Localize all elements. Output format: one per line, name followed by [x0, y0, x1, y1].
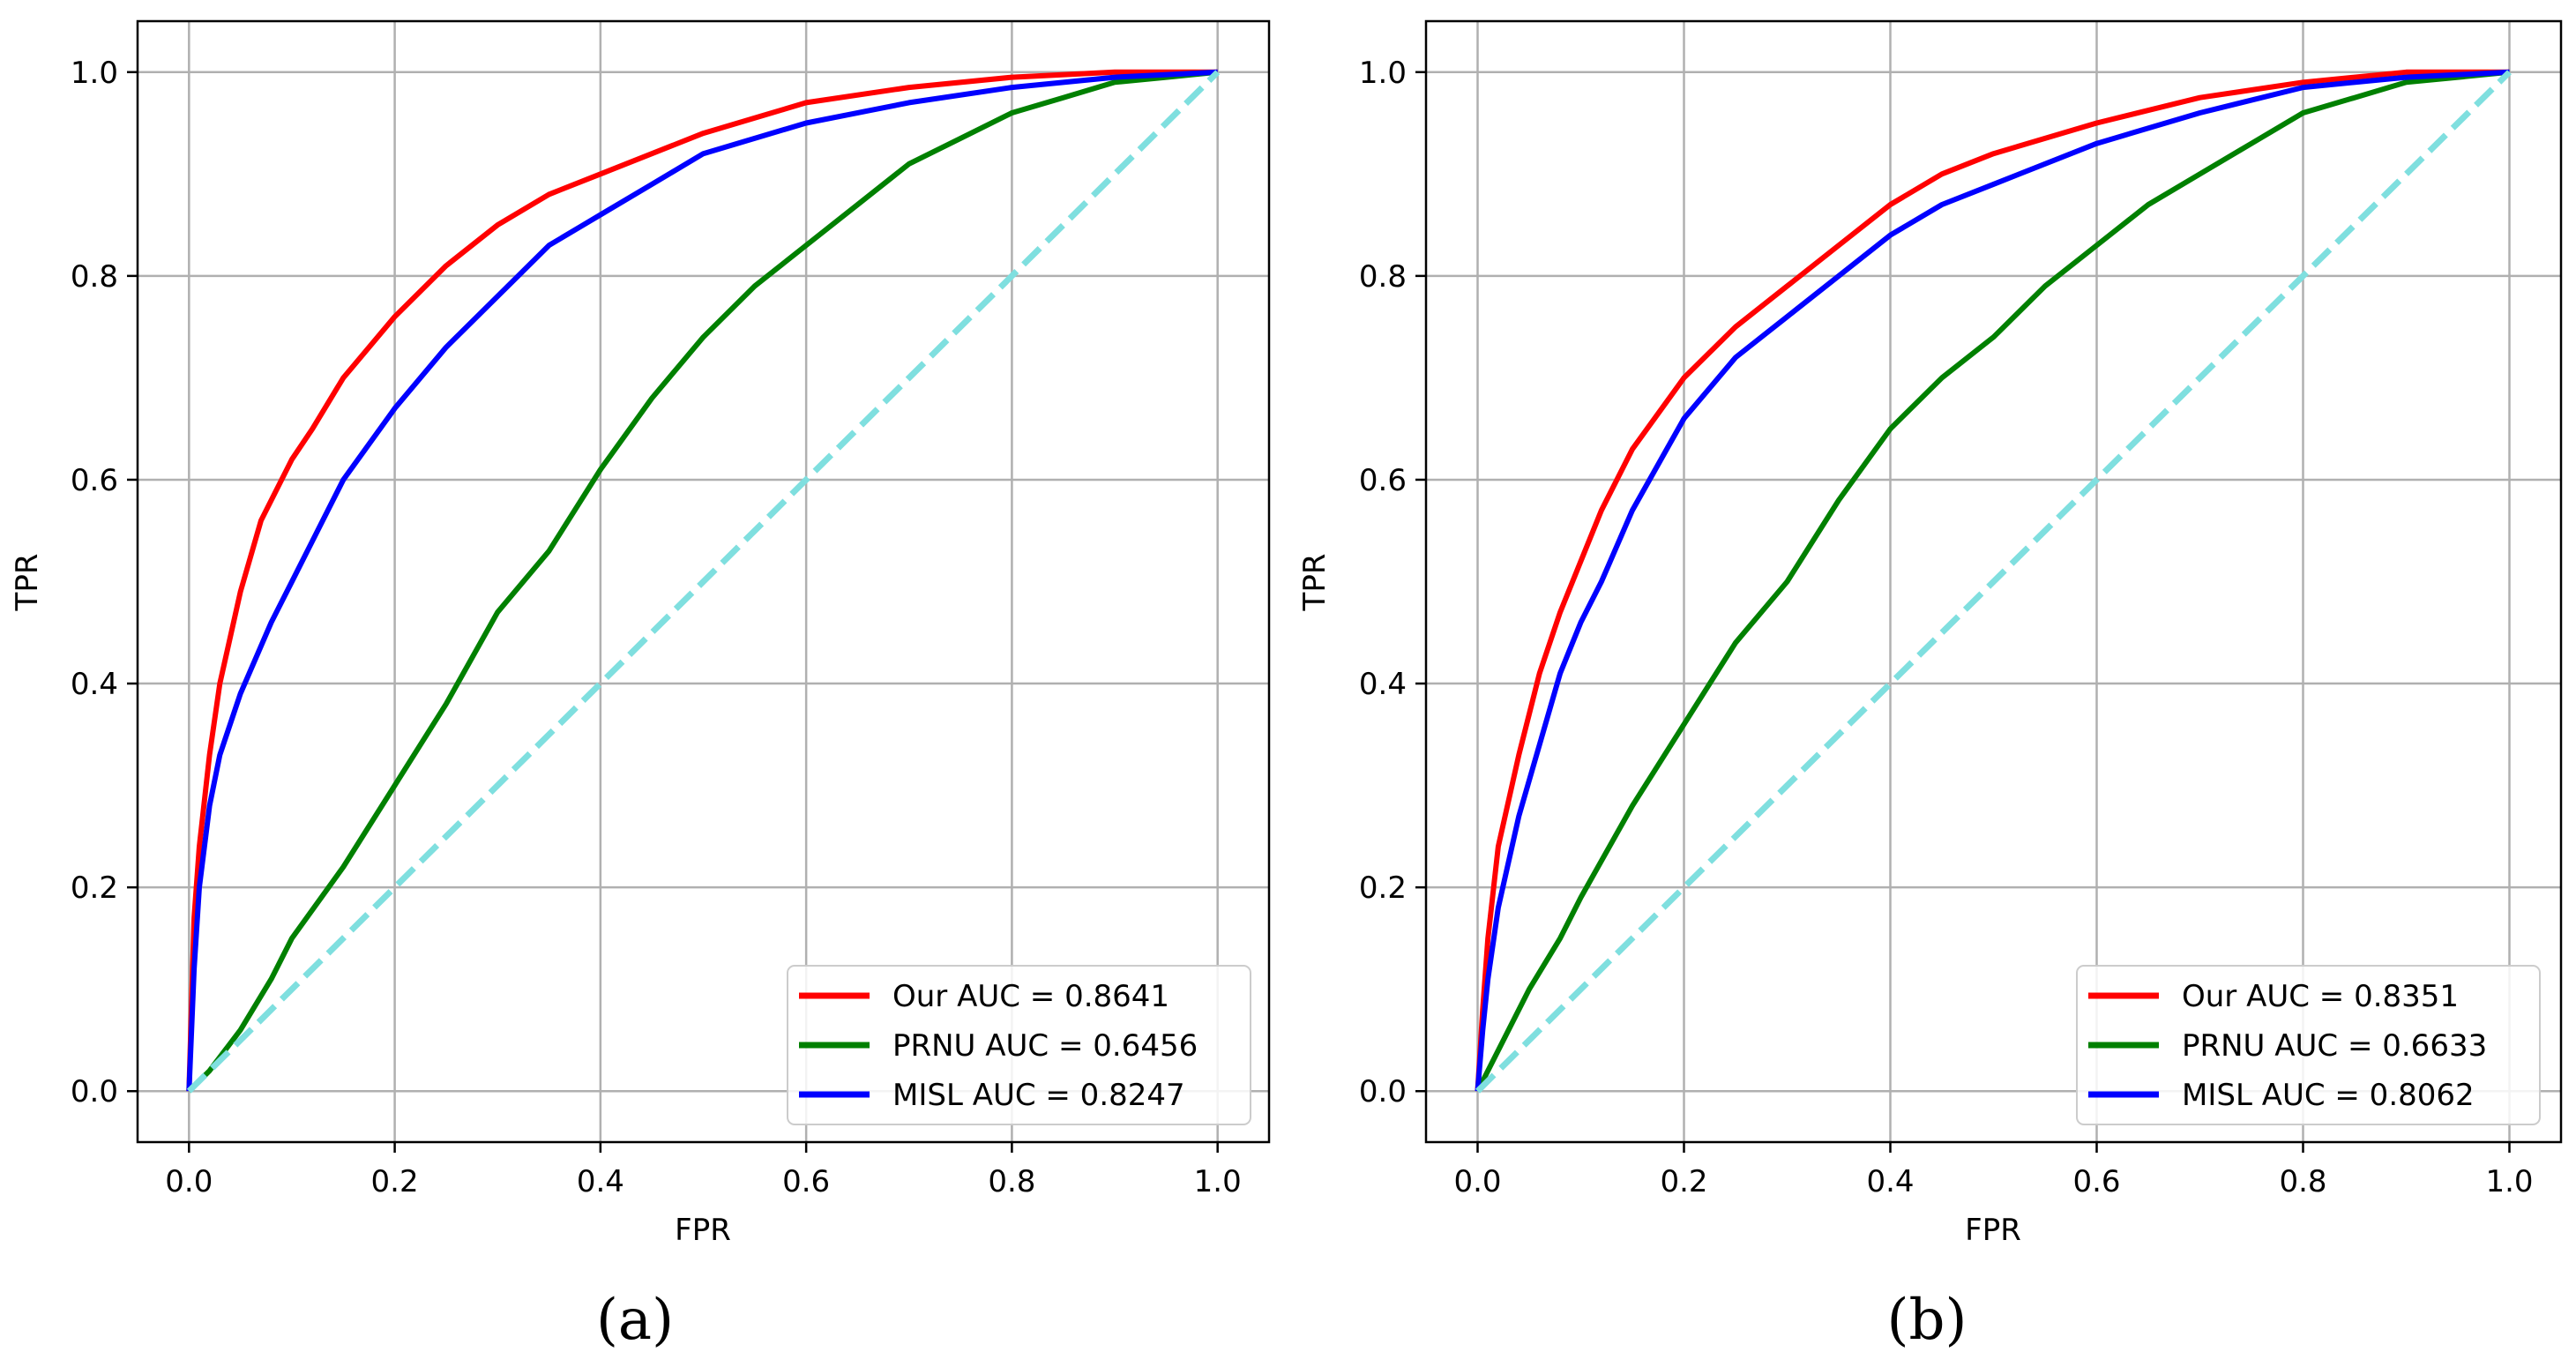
panel-a-ytick-label-1: 0.2: [71, 870, 118, 906]
panel-a-xticks: 0.0 0.2 0.4 0.6 0.8 1.0: [165, 1142, 1242, 1199]
panel-b-xticks: 0.0 0.2 0.4 0.6 0.8 1.0: [1453, 1142, 2534, 1199]
panel-b-series-chance: [1475, 70, 2512, 1094]
panel-a-ylabel: TPR: [10, 554, 45, 612]
panel-b-ytick-label-2: 0.4: [1359, 667, 1407, 702]
panel-b-legend-label-misl: MISL AUC = 0.8062: [2182, 1078, 2475, 1113]
panel-b-axes-frame: [1424, 19, 2563, 1144]
panel-b-legend: Our AUC = 0.8351 PRNU AUC = 0.6633 MISL …: [2076, 965, 2541, 1125]
panel-a-xtick-label-3: 0.6: [782, 1164, 830, 1199]
panel-a-series-our: [186, 69, 1218, 1092]
panel-b-xtick-label-1: 0.2: [1660, 1164, 1707, 1199]
panel-a-ytick-label-0: 0.0: [71, 1074, 118, 1109]
panel-a-yticks: 0.0 0.2 0.4 0.6 0.8 1.0: [71, 56, 138, 1109]
panel-a-series-prnu: [187, 69, 1218, 1094]
panel-a-series: [186, 69, 1221, 1094]
panel-a-xtick-label-4: 0.8: [988, 1164, 1035, 1199]
panel-b-series-misl: [1475, 69, 2510, 1092]
panel-b-ytick-label-5: 1.0: [1359, 56, 1407, 91]
panel-a-xtick-label-1: 0.2: [371, 1164, 419, 1199]
panel-b-yticks: 0.0 0.2 0.4 0.6 0.8 1.0: [1359, 56, 1426, 1109]
panel-b: 0.0 0.2 0.4 0.6 0.8 1.0 0.0 0.2 0.4 0.6 0.8 1.0 FP…: [1297, 19, 2563, 1353]
panel-a-ytick-label-3: 0.6: [71, 463, 118, 498]
panel-a-legend-label-misl: MISL AUC = 0.8247: [892, 1078, 1185, 1113]
panel-b-legend-box: [2076, 965, 2541, 1125]
panel-a-legend-label-prnu: PRNU AUC = 0.6456: [892, 1028, 1198, 1064]
panel-b-grid: [1426, 21, 2561, 1142]
panel-b-xlabel: FPR: [1965, 1213, 2021, 1248]
panel-b-ytick-label-4: 0.8: [1359, 259, 1407, 295]
panel-a-xtick-label-5: 1.0: [1194, 1164, 1242, 1199]
panel-b-xtick-label-0: 0.0: [1453, 1164, 1501, 1199]
panel-a-xtick-label-0: 0.0: [165, 1164, 213, 1199]
panel-a-legend: Our AUC = 0.8641 PRNU AUC = 0.6456 MISL …: [787, 965, 1251, 1125]
panel-b-series: [1475, 69, 2512, 1094]
panel-b-xtick-label-4: 0.8: [2279, 1164, 2326, 1199]
panel-b-ytick-label-3: 0.6: [1359, 463, 1407, 498]
panel-a-axes-frame: [136, 19, 1271, 1144]
panel-a-legend-box: [787, 965, 1251, 1125]
panel-b-legend-label-prnu: PRNU AUC = 0.6633: [2182, 1028, 2487, 1064]
panel-b-ylabel: TPR: [1297, 554, 1333, 612]
panel-a-xtick-label-2: 0.4: [577, 1164, 624, 1199]
panel-a-series-chance: [186, 70, 1221, 1094]
panel-b-caption: (b): [1887, 1288, 1967, 1353]
panel-b-xtick-label-5: 1.0: [2485, 1164, 2533, 1199]
panel-a-ytick-label-4: 0.8: [71, 259, 118, 295]
panel-b-series-our: [1475, 69, 2510, 1092]
panel-b-xtick-label-3: 0.6: [2072, 1164, 2120, 1199]
panel-b-legend-label-our: Our AUC = 0.8351: [2182, 979, 2459, 1014]
panel-a-caption: (a): [596, 1288, 674, 1353]
panel-a-legend-label-our: Our AUC = 0.8641: [892, 979, 1169, 1014]
panel-b-series-prnu: [1475, 69, 2510, 1093]
panel-a-series-misl: [186, 69, 1218, 1092]
panel-b-ytick-label-0: 0.0: [1359, 1074, 1407, 1109]
panel-a-ytick-label-2: 0.4: [71, 667, 118, 702]
panel-a-ytick-label-5: 1.0: [71, 56, 118, 91]
panel-a-xlabel: FPR: [675, 1213, 731, 1248]
panel-a: 0.0 0.2 0.4 0.6 0.8 1.0 0.0 0.2 0.4 0.6 0.8 1.0 FP…: [10, 19, 1271, 1353]
panel-b-ytick-label-1: 0.2: [1359, 870, 1407, 906]
panel-b-xtick-label-2: 0.4: [1866, 1164, 1914, 1199]
